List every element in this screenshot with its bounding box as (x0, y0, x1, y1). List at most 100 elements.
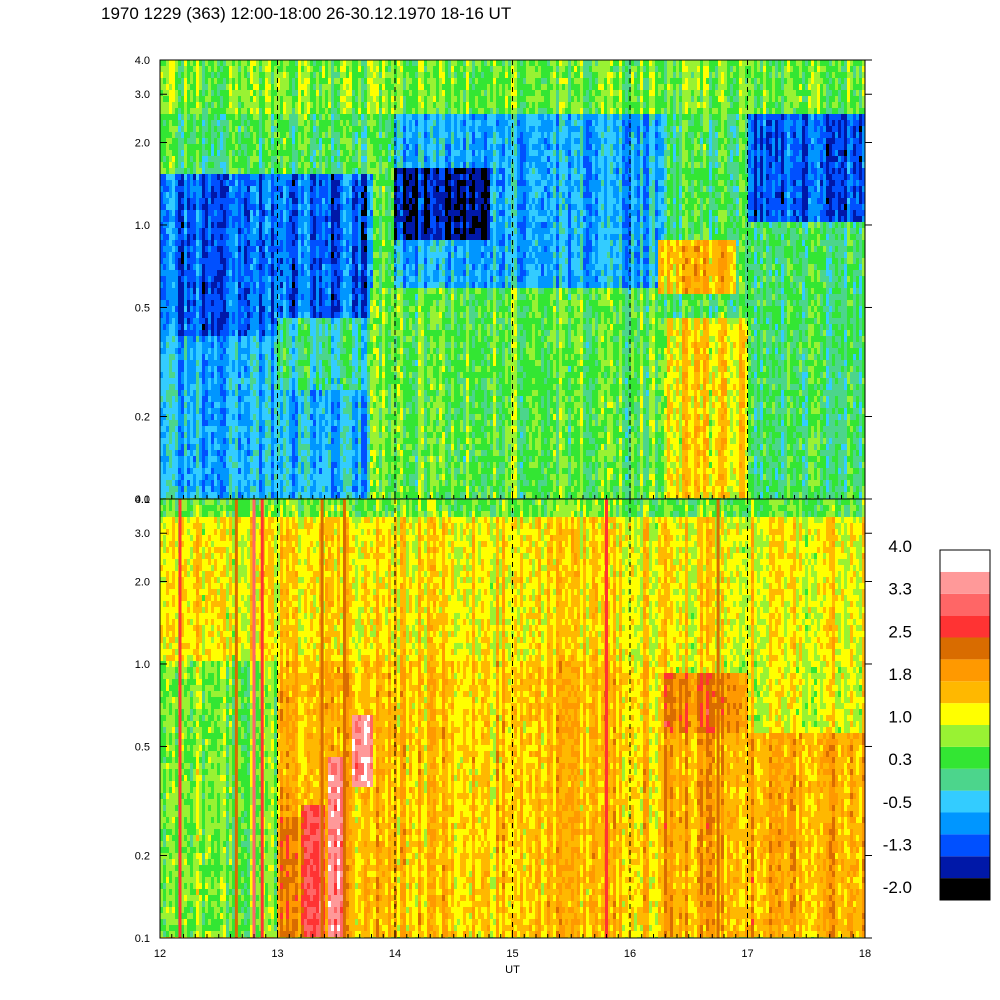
heatmap-cell (241, 186, 244, 192)
heatmap-cell (181, 258, 184, 264)
heatmap-cell (286, 354, 289, 360)
heatmap-cell (274, 198, 277, 204)
heatmap-cell (238, 492, 241, 498)
heatmap-cell (259, 60, 262, 66)
heatmap-cell (241, 408, 244, 414)
heatmap-cell (193, 162, 196, 168)
heatmap-cell (295, 120, 298, 126)
heatmap-cell (271, 264, 274, 270)
heatmap-cell (223, 174, 226, 180)
heatmap-cell (310, 204, 313, 210)
heatmap-cell (184, 108, 187, 114)
heatmap-cell (331, 306, 334, 312)
heatmap-cell (199, 408, 202, 414)
heatmap-cell (286, 114, 289, 120)
heatmap-cell (187, 126, 190, 132)
heatmap-cell (322, 234, 325, 240)
heatmap-cell (292, 420, 295, 426)
heatmap-cell (214, 72, 217, 78)
heatmap-cell (265, 324, 268, 330)
heatmap-cell (343, 330, 346, 336)
heatmap-cell (253, 66, 256, 72)
heatmap-cell (262, 270, 265, 276)
heatmap-cell (223, 228, 226, 234)
heatmap-cell (181, 96, 184, 102)
heatmap-cell (319, 216, 322, 222)
heatmap-cell (193, 456, 196, 462)
heatmap-cell (223, 150, 226, 156)
heatmap-cell (223, 216, 226, 222)
heatmap-cell (229, 234, 232, 240)
heatmap-cell (199, 276, 202, 282)
heatmap-cell (205, 390, 208, 396)
heatmap-cell (352, 426, 355, 432)
heatmap-cell (340, 420, 343, 426)
heatmap-cell (202, 432, 205, 438)
heatmap-cell (349, 354, 352, 360)
heatmap-cell (238, 90, 241, 96)
heatmap-cell (187, 420, 190, 426)
heatmap-cell (250, 228, 253, 234)
heatmap-cell (292, 162, 295, 168)
heatmap-cell (226, 396, 229, 402)
heatmap-cell (334, 378, 337, 384)
heatmap-cell (289, 366, 292, 372)
heatmap-cell (166, 450, 169, 456)
heatmap-cell (175, 168, 178, 174)
heatmap-cell (358, 414, 361, 420)
heatmap-cell (250, 108, 253, 114)
heatmap-cell (226, 270, 229, 276)
heatmap-cell (181, 144, 184, 150)
heatmap-cell (316, 180, 319, 186)
heatmap-cell (301, 456, 304, 462)
heatmap-cell (247, 204, 250, 210)
heatmap-cell (361, 174, 364, 180)
heatmap-cell (232, 396, 235, 402)
heatmap-cell (358, 216, 361, 222)
heatmap-cell (322, 456, 325, 462)
heatmap-cell (283, 180, 286, 186)
heatmap-cell (187, 402, 190, 408)
heatmap-cell (190, 354, 193, 360)
heatmap-cell (217, 168, 220, 174)
heatmap-cell (316, 168, 319, 174)
heatmap-cell (193, 114, 196, 120)
heatmap-cell (184, 222, 187, 228)
heatmap-cell (184, 432, 187, 438)
heatmap-cell (193, 156, 196, 162)
heatmap-cell (217, 390, 220, 396)
heatmap-cell (361, 246, 364, 252)
heatmap-cell (322, 486, 325, 492)
heatmap-cell (310, 222, 313, 228)
heatmap-cell (247, 420, 250, 426)
heatmap-cell (220, 372, 223, 378)
heatmap-cell (226, 468, 229, 474)
heatmap-cell (331, 426, 334, 432)
heatmap-cell (163, 426, 166, 432)
heatmap-cell (268, 456, 271, 462)
heatmap-cell (319, 384, 322, 390)
heatmap-cell (307, 108, 310, 114)
heatmap-cell (211, 258, 214, 264)
heatmap-cell (253, 144, 256, 150)
heatmap-cell (217, 468, 220, 474)
heatmap-cell (220, 150, 223, 156)
heatmap-cell (160, 90, 163, 96)
heatmap-cell (253, 438, 256, 444)
heatmap-cell (229, 426, 232, 432)
heatmap-cell (265, 294, 268, 300)
heatmap-cell (358, 360, 361, 366)
heatmap-cell (259, 474, 262, 480)
heatmap-cell (226, 120, 229, 126)
heatmap-cell (298, 264, 301, 270)
heatmap-cell (346, 468, 349, 474)
heatmap-cell (316, 360, 319, 366)
heatmap-cell (286, 276, 289, 282)
heatmap-cell (319, 264, 322, 270)
heatmap-cell (358, 468, 361, 474)
heatmap-cell (340, 294, 343, 300)
heatmap-cell (211, 348, 214, 354)
heatmap-cell (247, 456, 250, 462)
heatmap-cell (232, 420, 235, 426)
heatmap-cell (253, 180, 256, 186)
